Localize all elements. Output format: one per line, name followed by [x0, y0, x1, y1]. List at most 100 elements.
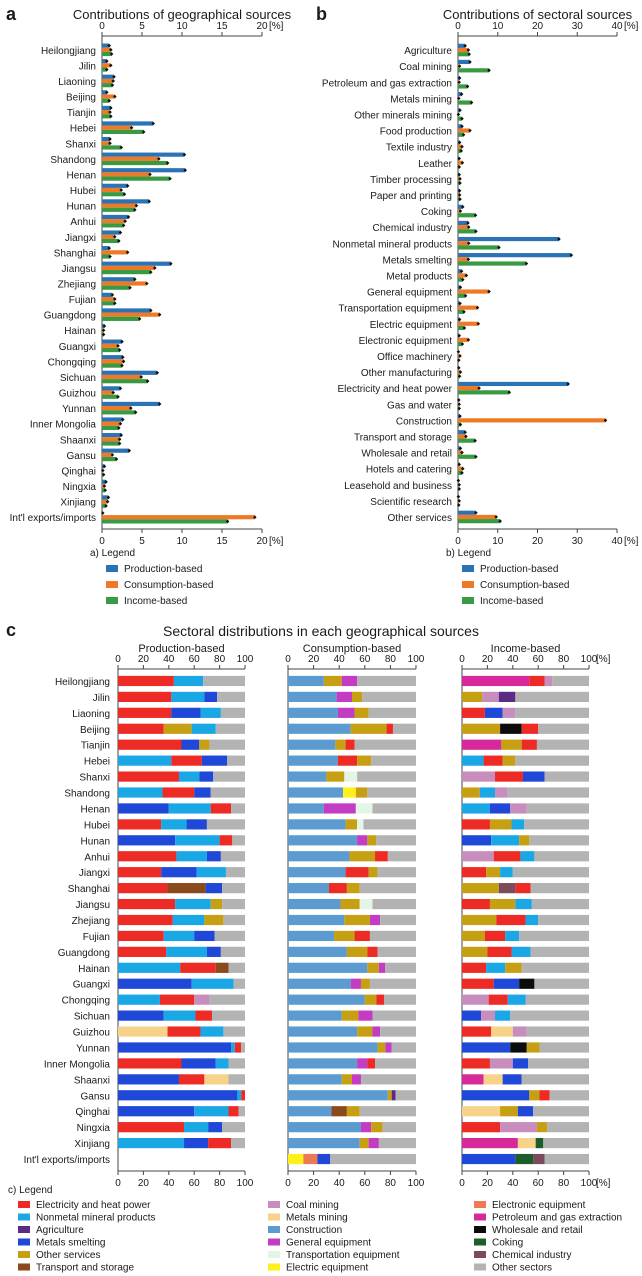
category-label-liaoning: Liaoning — [58, 77, 96, 88]
marker-production-based-liaoning — [112, 74, 116, 79]
bottom-unit-label: [%] — [624, 536, 639, 547]
bar-income-based-transportation-equipment — [458, 309, 464, 314]
segment-trans-hainan — [215, 962, 229, 973]
panel-label-b: b — [316, 4, 327, 24]
segment-elec-gansu — [241, 1090, 245, 1101]
category-label-shandong: Shandong — [50, 155, 96, 166]
c-legend-swatch-coal — [268, 1201, 280, 1208]
segment-eleq-int-l-exports-imports — [288, 1153, 304, 1165]
marker-consumption-based-shanghai — [125, 250, 130, 255]
marker-production-based-ningxia — [104, 480, 108, 484]
marker-income-based-guangxi — [117, 348, 122, 352]
category-label-leasehold-and-business: Leasehold and business — [344, 481, 452, 492]
marker-consumption-based-leasehold-and-business — [457, 482, 461, 487]
segment-geneq-guangxi — [350, 978, 361, 989]
bar-income-based-tianjin — [102, 114, 111, 119]
segment-cons-sichuan — [288, 1010, 342, 1021]
segment-nonmet-hubei — [161, 819, 187, 830]
bar-production-based-fujian — [102, 292, 113, 297]
marker-income-based-inner-mongolia — [116, 426, 121, 430]
c-category-label-shandong: Shandong — [64, 789, 110, 800]
segment-metsm-anhui — [206, 851, 221, 862]
marker-production-based-electricity-and-heat-power — [566, 382, 570, 386]
segment-elec-jiangsu — [462, 898, 490, 910]
c-bottom-tick-label: 60 — [533, 1178, 545, 1189]
category-label-jilin: Jilin — [79, 61, 96, 72]
segment-other-yunnan — [391, 1042, 416, 1053]
bottom-tick-label: 10 — [176, 536, 188, 547]
segment-coal-guizhou — [512, 1026, 527, 1037]
segment-metsm-yunnan — [118, 1042, 232, 1053]
segment-nonmet-hainan — [118, 962, 181, 973]
marker-consumption-based-gansu — [110, 453, 115, 457]
segment-other-shaanxi — [228, 1074, 245, 1085]
bar-consumption-based-textile-industry — [458, 144, 462, 149]
bar-production-based-guangxi — [102, 339, 122, 344]
marker-production-based-food-production — [460, 124, 464, 129]
c-bottom-tick-label: 40 — [507, 1178, 519, 1189]
marker-income-based-guangdong — [137, 317, 142, 321]
marker-production-based-agriculture — [463, 44, 467, 48]
segment-elec-shandong — [162, 787, 195, 798]
category-label-textile-industry: Textile industry — [386, 143, 452, 154]
segment-other-shanghai — [222, 883, 245, 894]
bar-consumption-based-xinjiang — [102, 499, 108, 504]
marker-production-based-beijing — [104, 90, 109, 95]
panel-legend-caption: a) Legend — [90, 548, 135, 559]
segment-elec-guangdong — [118, 946, 167, 957]
segment-othsv-chongqing — [364, 994, 377, 1005]
segment-cons-beijing — [288, 723, 351, 734]
segment-nonmet-shandong — [118, 787, 163, 798]
bar-consumption-based-shandong — [102, 156, 159, 161]
subchart-title: Income-based — [491, 643, 561, 655]
segment-othsv-ningxia — [536, 1122, 548, 1133]
marker-consumption-based-liaoning — [111, 79, 115, 83]
marker-production-based-hubei — [125, 184, 130, 188]
chart-c-title: Sectoral distributions in each geographi… — [163, 623, 479, 639]
segment-other-hebei — [515, 755, 589, 766]
marker-consumption-based-shanxi — [108, 141, 112, 146]
marker-income-based-hainan — [101, 332, 106, 337]
category-label-agriculture: Agriculture — [404, 46, 452, 57]
bar-consumption-based-inner-mongolia — [102, 421, 121, 426]
segment-geneq-guizhou — [372, 1026, 381, 1037]
c-bottom-tick-label: 80 — [385, 1178, 397, 1189]
marker-income-based-tianjin — [108, 114, 113, 119]
marker-production-based-guangdong — [149, 308, 153, 313]
bar-consumption-based-guangdong — [102, 312, 160, 317]
segment-other-guizhou — [223, 1026, 245, 1037]
bar-income-based-metal-products — [458, 277, 463, 282]
bar-production-based-beijing — [102, 90, 107, 95]
bar-consumption-based-hunan — [102, 203, 137, 208]
marker-consumption-based-other-services — [494, 515, 498, 519]
bar-income-based-sichuan — [102, 379, 148, 384]
c-legend-label-other: Other sectors — [492, 1263, 552, 1274]
subchart-consumption-based: Consumption-based 0 20 40 60 80 100 0 20 40 60 80 10… — [285, 643, 425, 1189]
bar-consumption-based-electricity-and-heat-power — [458, 386, 480, 391]
segment-coal-chongqing — [194, 994, 210, 1005]
segment-other-heilongjiang — [203, 675, 245, 687]
segment-cons-guangdong — [288, 946, 347, 957]
marker-consumption-based-petroleum-and-gas-extraction — [457, 80, 461, 85]
segment-nonmet-chongqing — [118, 994, 160, 1005]
segment-elec-gansu — [539, 1090, 550, 1101]
category-label-hunan: Hunan — [67, 202, 96, 213]
segment-other-hubei — [524, 819, 589, 830]
bar-income-based-beijing — [102, 98, 110, 103]
c-category-label-hunan: Hunan — [81, 836, 110, 847]
segment-eleq-shandong — [343, 787, 356, 798]
category-label-guangxi: Guangxi — [59, 342, 96, 353]
chart-title: Contributions of sectoral sources — [443, 7, 633, 22]
segment-other-ningxia — [382, 1122, 416, 1133]
marker-production-based-shanghai — [107, 246, 111, 250]
segment-other-qinghai — [533, 1106, 589, 1117]
bar-income-based-transport-and-storage — [458, 438, 476, 443]
marker-production-based-coal-mining — [468, 60, 472, 64]
segment-petro-tianjin — [462, 739, 502, 750]
marker-production-based-textile-industry — [457, 140, 462, 145]
bar-income-based-xinjiang — [102, 503, 106, 508]
bar-production-based-agriculture — [458, 43, 466, 48]
segment-metmn-shaanxi — [483, 1074, 503, 1085]
bar-income-based-wholesale-and-retail — [458, 454, 476, 459]
segment-cons-liaoning — [288, 707, 338, 718]
